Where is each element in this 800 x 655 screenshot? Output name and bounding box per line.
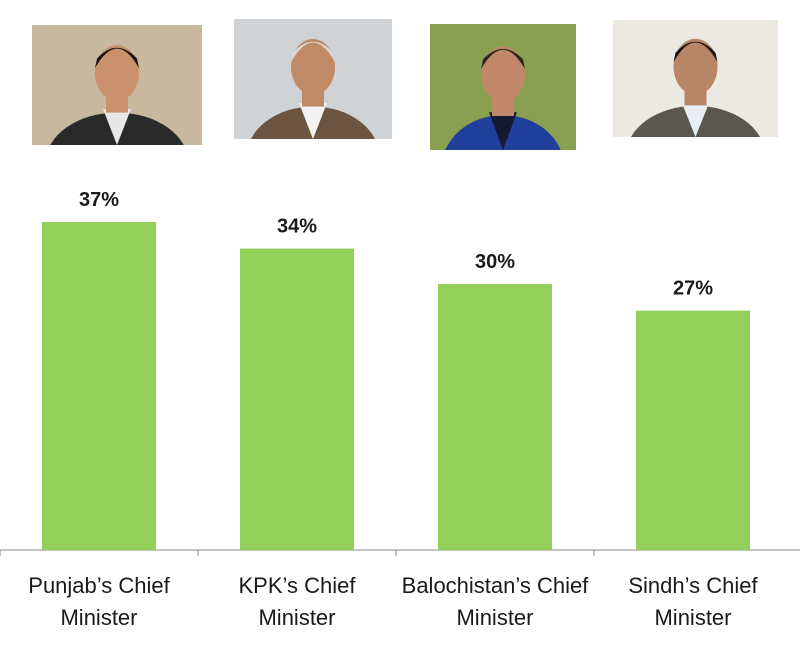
bar-value-label: 37% <box>79 189 119 211</box>
bar <box>438 284 552 550</box>
bar <box>636 310 750 550</box>
bar-group: 37% Punjab’s Chief Minister <box>28 189 170 630</box>
person-head <box>481 46 525 103</box>
bar-group: 30% Balochistan’s Chief Minister <box>402 251 590 630</box>
bar-value-label: 34% <box>277 216 317 238</box>
x-tick-label: Punjab’s Chief <box>28 573 170 598</box>
bar-value-label: 27% <box>673 278 713 300</box>
person-collar <box>489 112 517 150</box>
balochistan-chief-minister-photo <box>430 24 576 150</box>
bar-group: 34% KPK’s Chief Minister <box>239 216 357 630</box>
person-head <box>95 45 139 101</box>
punjab-chief-minister-photo <box>32 25 202 145</box>
person-hair <box>673 41 718 63</box>
bar-group: 27% Sindh’s Chief Minister <box>628 278 758 630</box>
bar-value-label: 30% <box>475 251 515 273</box>
person-head <box>673 38 718 95</box>
x-tick-label: Minister <box>654 605 731 630</box>
person-collar <box>299 103 327 139</box>
person-hair <box>481 48 525 70</box>
sindh-chief-minister-photo <box>613 20 778 137</box>
bar <box>240 248 354 550</box>
person-head <box>291 39 335 95</box>
x-tick-label: Balochistan’s Chief <box>402 573 590 598</box>
person-hair <box>291 41 335 63</box>
x-tick-label: Minister <box>258 605 335 630</box>
x-tick-label: Sindh’s Chief <box>628 573 758 598</box>
bar <box>42 222 156 550</box>
person-collar <box>681 101 710 137</box>
kpk-chief-minister-photo <box>234 19 392 139</box>
x-tick-label: Minister <box>456 605 533 630</box>
x-tick-label: KPK’s Chief <box>239 573 357 598</box>
person-collar <box>103 109 131 145</box>
x-tick-label: Minister <box>60 605 137 630</box>
person-hair <box>95 47 139 69</box>
